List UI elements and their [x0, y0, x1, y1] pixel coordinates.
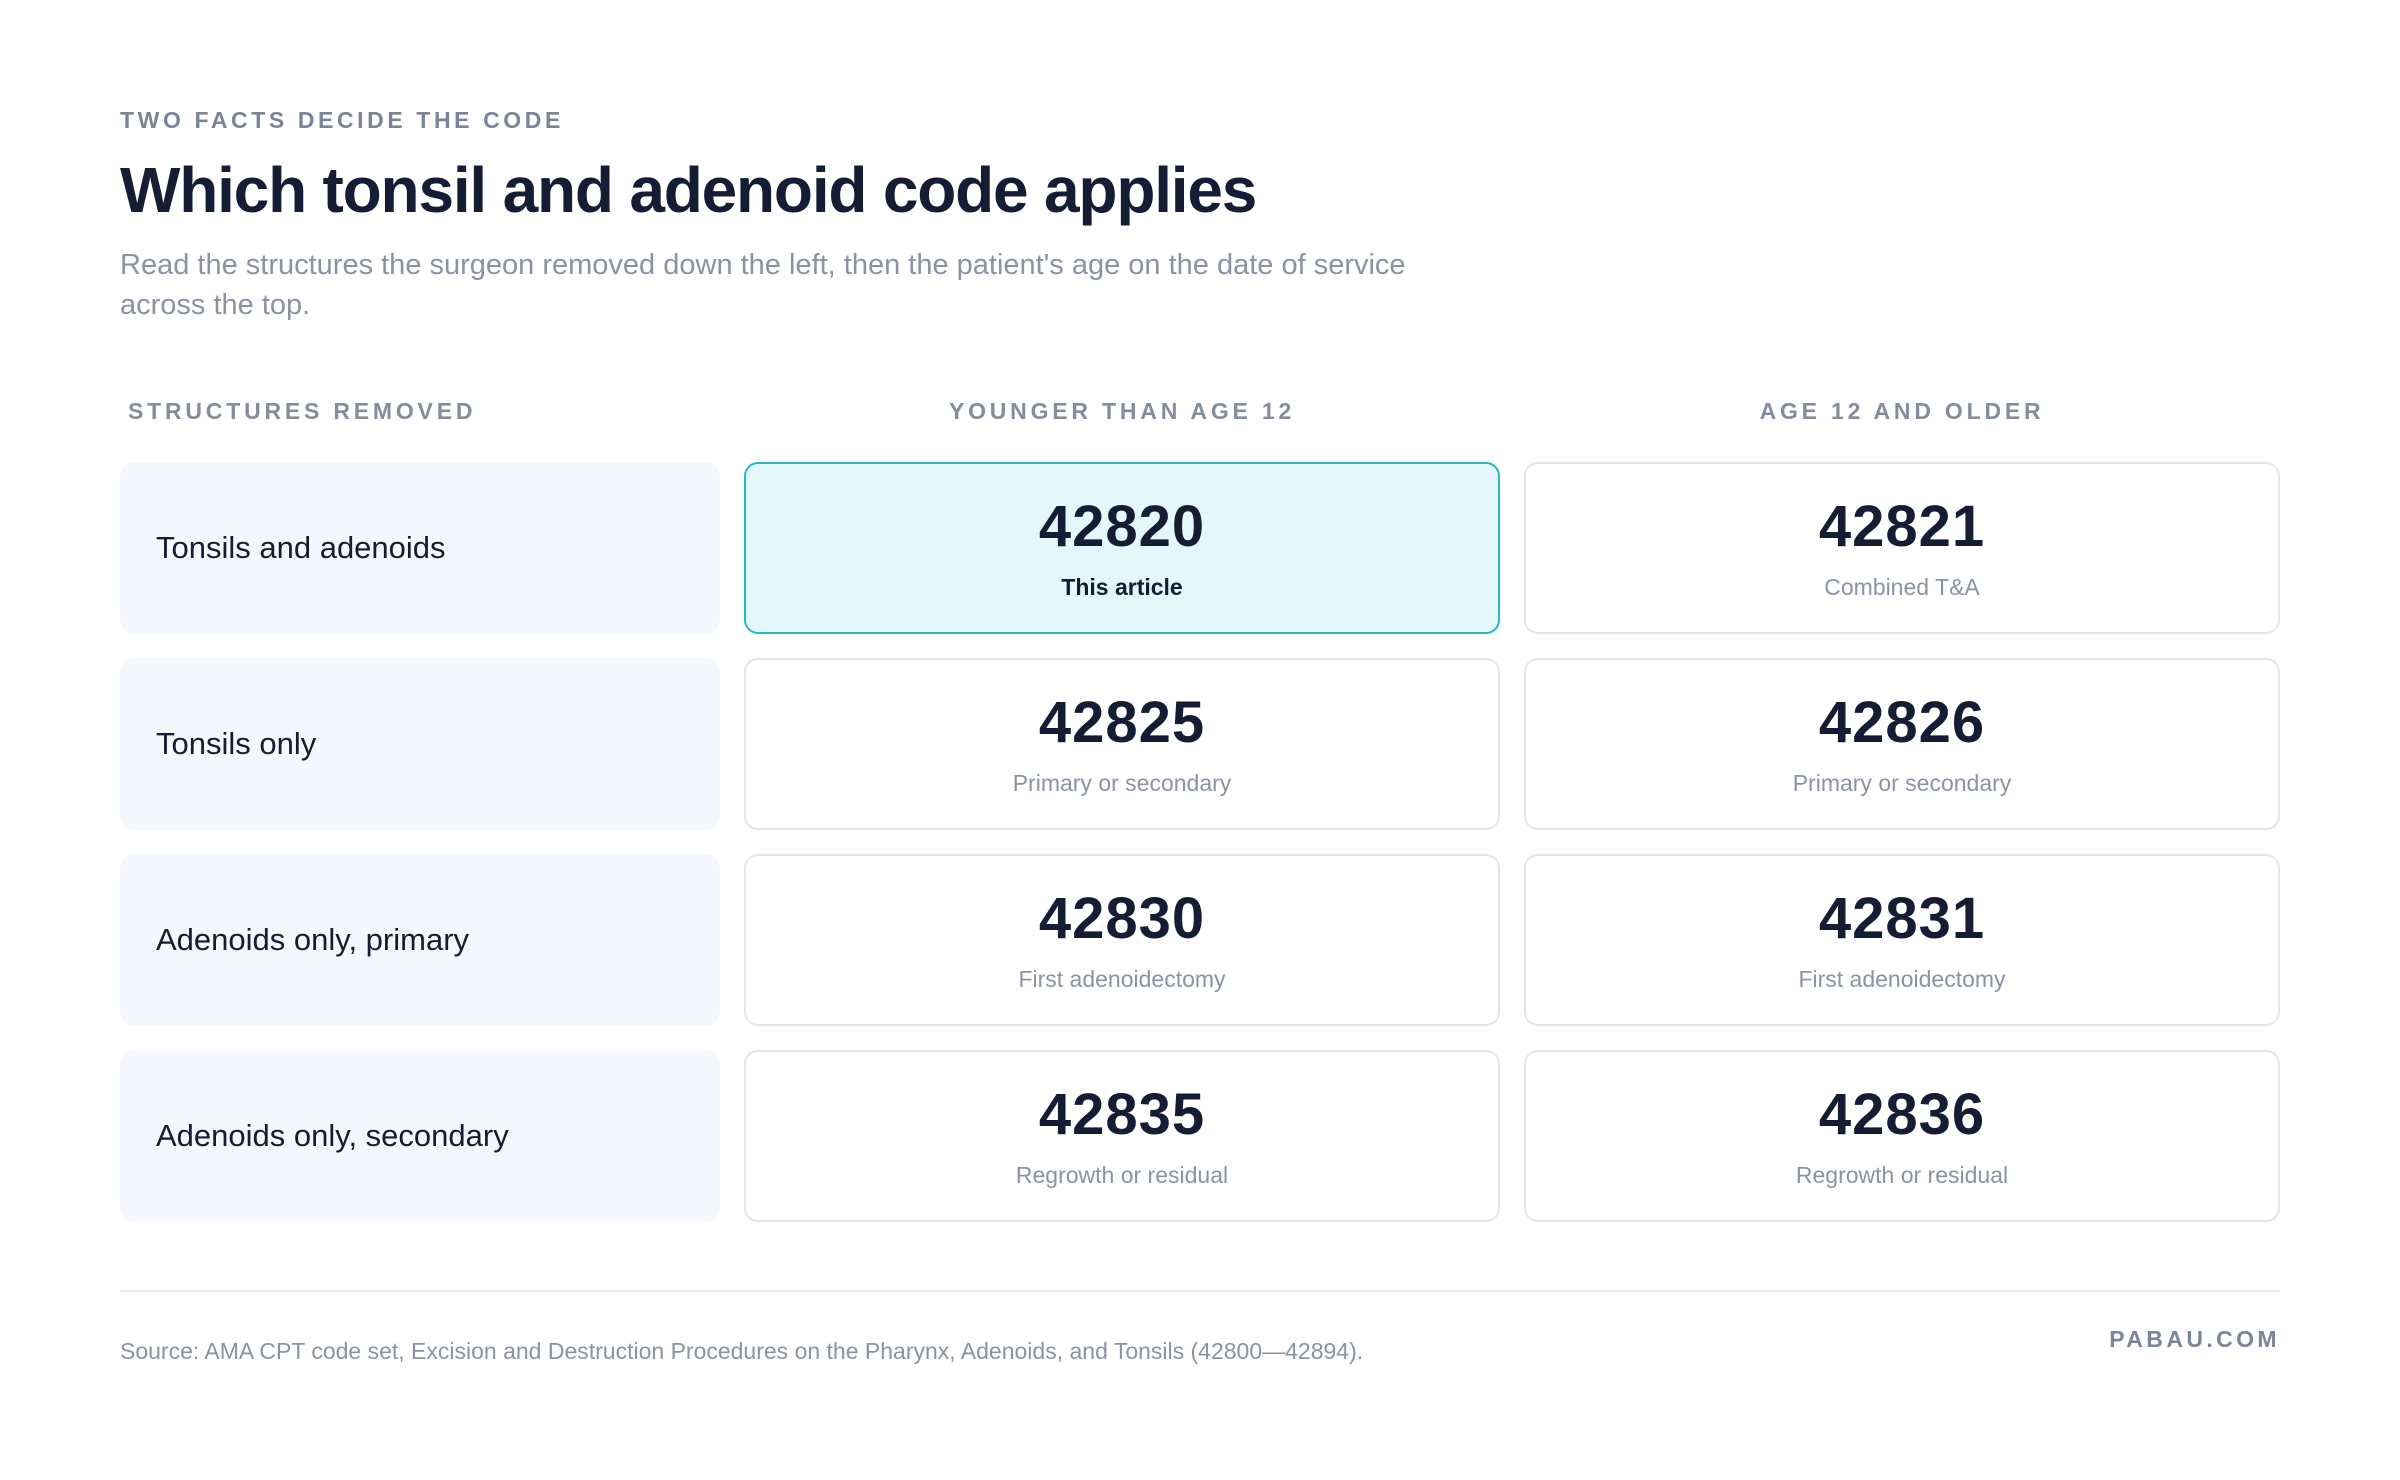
- code-note: Primary or secondary: [1012, 770, 1232, 796]
- column-header-structures: STRUCTURES REMOVED: [128, 398, 477, 424]
- code-cell-42831: 42831 First adenoidectomy: [1524, 854, 2280, 1026]
- code-note: Combined T&A: [1824, 574, 1980, 600]
- row-label-tonsils-and-adenoids: Tonsils and adenoids: [120, 462, 720, 634]
- code-grid: Tonsils and adenoids 42820 This article …: [120, 462, 2280, 1222]
- code-cell-42836: 42836 Regrowth or residual: [1524, 1050, 2280, 1222]
- page: TWO FACTS DECIDE THE CODE Which tonsil a…: [120, 0, 2280, 1480]
- code-cell-42826: 42826 Primary or secondary: [1524, 658, 2280, 830]
- code-number: 42821: [1818, 494, 1986, 559]
- code-note: This article: [1061, 574, 1183, 600]
- code-note: Regrowth or residual: [1795, 1162, 2009, 1188]
- row-label-adenoids-only-secondary: Adenoids only, secondary: [120, 1050, 720, 1222]
- code-number: 42826: [1818, 690, 1986, 755]
- code-cell-42825: 42825 Primary or secondary: [744, 658, 1500, 830]
- code-note: First adenoidectomy: [1798, 966, 2006, 992]
- column-header-12-and-older: AGE 12 AND OLDER: [1759, 398, 2045, 424]
- brand-link[interactable]: PABAU.COM: [2109, 1326, 2280, 1352]
- row-label-adenoids-only-primary: Adenoids only, primary: [120, 854, 720, 1026]
- code-number: 42836: [1818, 1082, 1986, 1147]
- code-note: First adenoidectomy: [1018, 966, 1226, 992]
- page-title: Which tonsil and adenoid code applies: [120, 154, 1257, 226]
- row-label-tonsils-only: Tonsils only: [120, 658, 720, 830]
- code-note: Regrowth or residual: [1015, 1162, 1229, 1188]
- code-cell-42820: 42820 This article: [744, 462, 1500, 634]
- code-number: 42820: [1038, 494, 1206, 559]
- code-cell-42821: 42821 Combined T&A: [1524, 462, 2280, 634]
- code-number: 42825: [1038, 690, 1206, 755]
- code-number: 42835: [1038, 1082, 1206, 1147]
- eyebrow-label: TWO FACTS DECIDE THE CODE: [120, 107, 564, 133]
- column-header-under-12: YOUNGER THAN AGE 12: [948, 398, 1296, 424]
- code-note: Primary or secondary: [1792, 770, 2012, 796]
- code-cell-42830: 42830 First adenoidectomy: [744, 854, 1500, 1026]
- code-number: 42830: [1038, 886, 1206, 951]
- page-subtitle: Read the structures the surgeon removed …: [120, 249, 1406, 321]
- source-note: Source: AMA CPT code set, Excision and D…: [120, 1338, 1364, 1364]
- code-cell-42835: 42835 Regrowth or residual: [744, 1050, 1500, 1222]
- code-number: 42831: [1818, 886, 1986, 951]
- footer-divider: [120, 1290, 2280, 1292]
